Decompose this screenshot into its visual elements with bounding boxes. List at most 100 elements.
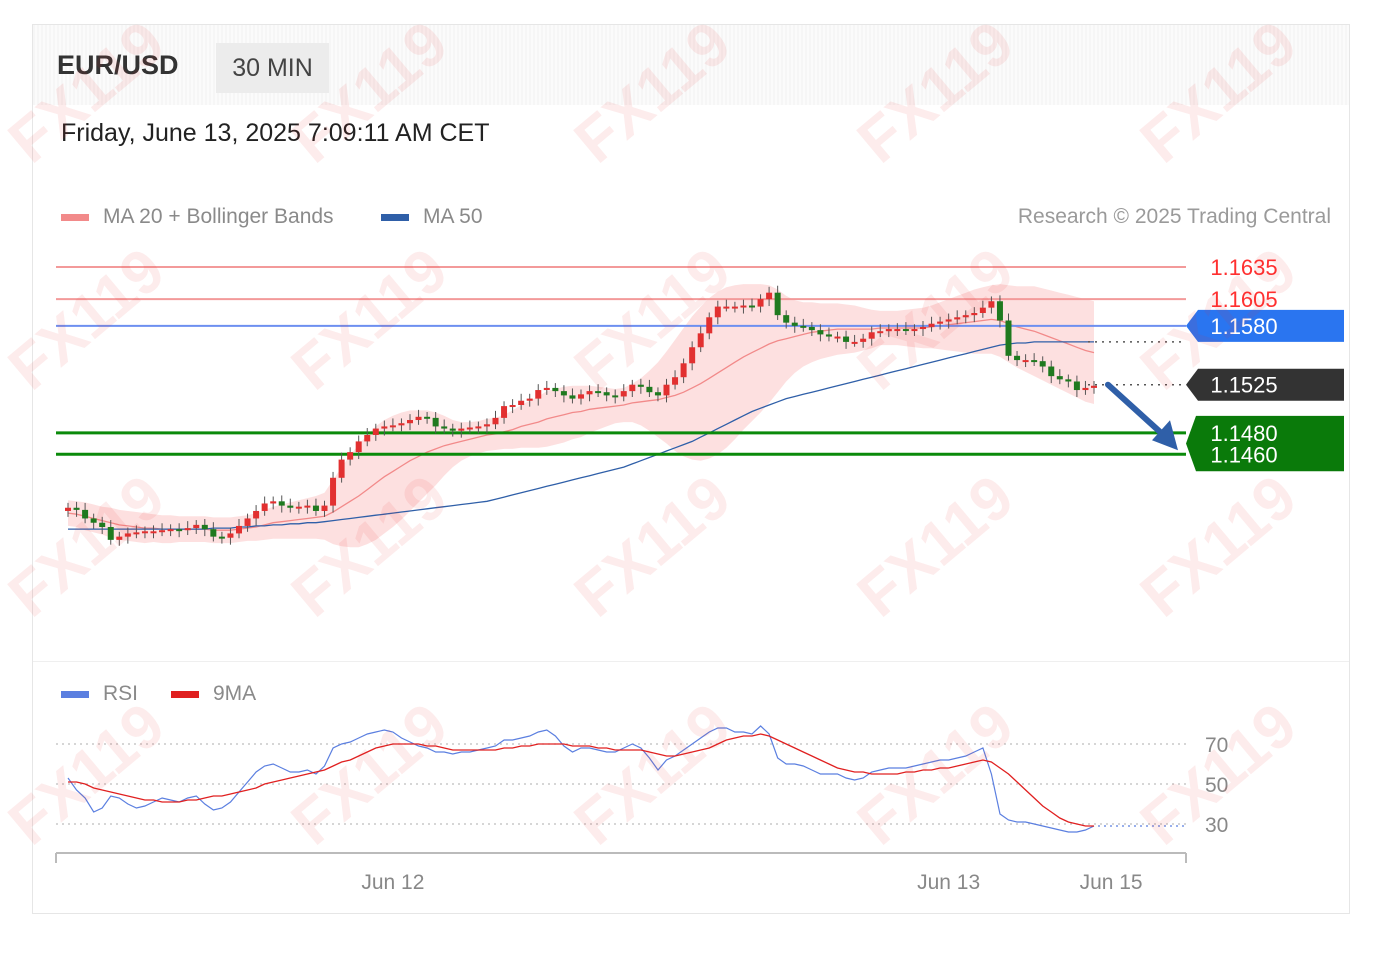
- candle-body: [1065, 379, 1072, 382]
- candle: [518, 393, 525, 410]
- candle: [82, 502, 89, 524]
- candle-body: [1048, 366, 1055, 377]
- candle: [424, 411, 431, 424]
- bollinger-band: [68, 284, 1094, 548]
- candle-body: [218, 536, 225, 539]
- datetime-label: Friday, June 13, 2025 7:09:11 AM CET: [61, 119, 490, 147]
- candle: [654, 387, 661, 402]
- candle: [90, 513, 97, 529]
- ma50-label: MA 50: [423, 205, 483, 228]
- candle: [543, 380, 550, 395]
- candle: [526, 393, 533, 407]
- candle-body: [1082, 387, 1089, 391]
- candle-body: [441, 426, 448, 429]
- candle-body: [714, 306, 721, 318]
- candle: [73, 501, 80, 517]
- candle: [270, 496, 277, 510]
- candle-body: [518, 400, 525, 406]
- target-badge: [1186, 415, 1344, 472]
- candle: [637, 378, 644, 394]
- candle: [261, 496, 268, 516]
- ma9-swatch: [171, 690, 199, 698]
- candle-body: [432, 417, 439, 427]
- candle: [586, 385, 593, 402]
- candle: [432, 411, 439, 434]
- legend-rsi: RSI: [61, 682, 138, 706]
- panel-divider: [33, 661, 1349, 662]
- pivot-label: 1.1580: [1210, 314, 1277, 339]
- candle: [808, 322, 815, 337]
- symbol-title: EUR/USD: [57, 50, 179, 80]
- candle-body: [637, 384, 644, 387]
- candle-body: [552, 387, 559, 392]
- candle: [415, 409, 422, 425]
- candle: [979, 300, 986, 318]
- candle: [449, 423, 456, 437]
- candle: [321, 500, 328, 517]
- candle-body: [449, 428, 456, 431]
- candle-body: [509, 405, 516, 408]
- candle: [218, 531, 225, 544]
- candle-body: [877, 331, 884, 334]
- candle: [124, 527, 131, 544]
- candle: [817, 324, 824, 342]
- candle-body: [133, 532, 140, 535]
- candle-body: [791, 322, 798, 326]
- candle-body: [372, 428, 379, 435]
- candle-body: [749, 305, 755, 308]
- candle: [937, 316, 944, 330]
- candle: [620, 384, 627, 402]
- candle: [295, 501, 302, 514]
- candle-body: [398, 423, 405, 426]
- candle-body: [825, 334, 832, 337]
- candle-body: [543, 387, 550, 391]
- candle-body: [90, 518, 97, 523]
- candle-body: [689, 347, 696, 364]
- candle: [706, 312, 713, 340]
- candle: [740, 299, 747, 314]
- candle-body: [167, 529, 174, 532]
- candle: [1073, 375, 1080, 398]
- candle-body: [107, 527, 114, 540]
- candle-body: [569, 395, 576, 399]
- candle: [646, 379, 653, 398]
- candle-body: [979, 307, 986, 314]
- candle-body: [355, 441, 362, 453]
- candle: [578, 389, 584, 405]
- candle: [201, 518, 208, 537]
- candle: [877, 324, 884, 338]
- candle-body: [808, 326, 815, 331]
- timeframe-button[interactable]: 30 MIN: [216, 43, 329, 93]
- legend-ma20: MA 20 + Bollinger Bands: [61, 205, 334, 229]
- candle-body: [817, 330, 824, 335]
- candle: [184, 521, 191, 536]
- candle-body: [783, 315, 790, 323]
- candle-body: [501, 406, 508, 418]
- candle-body: [150, 531, 157, 534]
- candle-body: [312, 505, 319, 511]
- candle-body: [483, 424, 490, 427]
- candle: [150, 525, 157, 539]
- candle-body: [672, 377, 679, 385]
- candle-body: [663, 384, 670, 396]
- resistance-label: 1.1605: [1210, 287, 1277, 312]
- candle-body: [697, 333, 704, 348]
- candle: [338, 452, 345, 483]
- candle-body: [415, 416, 422, 421]
- candle-body: [654, 392, 661, 396]
- pivot-badge: [1186, 309, 1344, 342]
- candle: [141, 526, 148, 539]
- candle-body: [458, 428, 465, 431]
- candle: [603, 387, 610, 402]
- candle-body: [201, 524, 208, 530]
- candle: [398, 418, 405, 432]
- candle-body: [629, 384, 636, 392]
- candle: [167, 524, 174, 537]
- resistance-label: 1.1635: [1210, 255, 1277, 280]
- candle: [663, 378, 670, 403]
- candle-body: [1091, 385, 1097, 388]
- candle: [552, 383, 559, 398]
- candle: [116, 531, 123, 546]
- candle: [475, 421, 482, 434]
